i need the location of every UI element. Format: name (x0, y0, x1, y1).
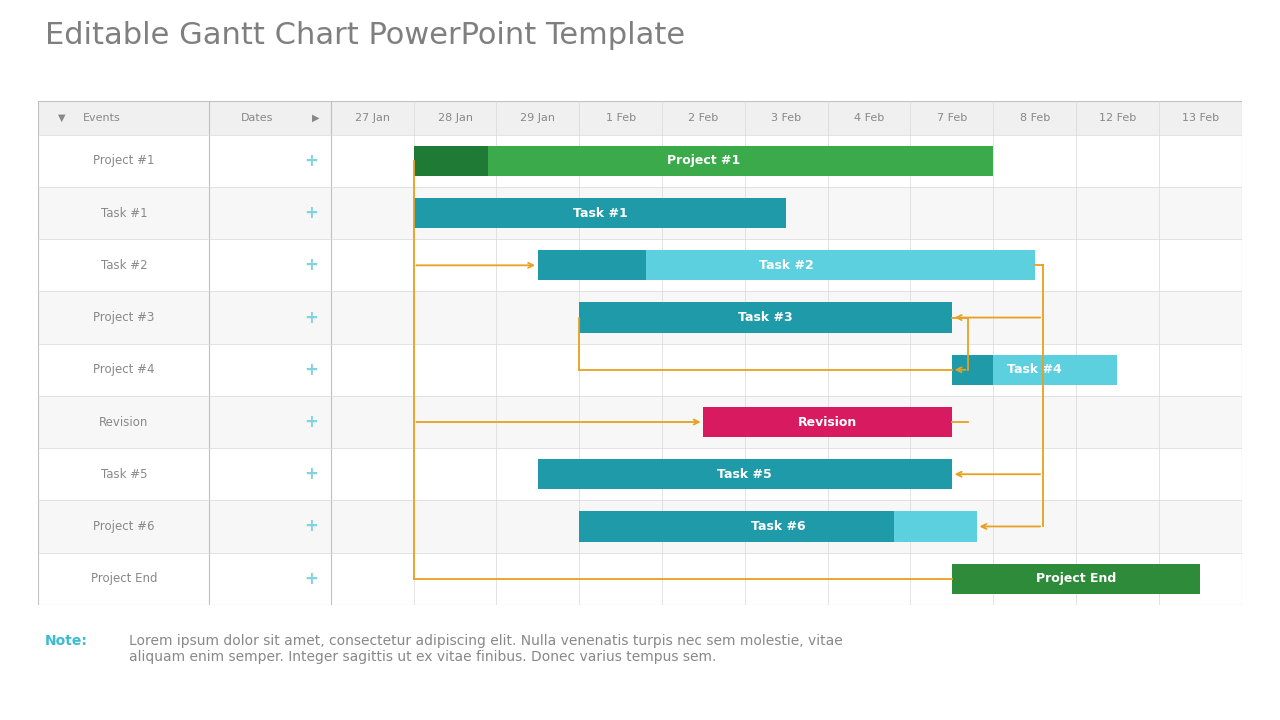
Bar (38, 187, 1242, 239)
Text: Events: Events (82, 113, 120, 123)
Text: 29 Jan: 29 Jan (521, 113, 556, 123)
Bar (38, 343, 1242, 396)
Bar (645, 250, 1034, 281)
Bar (413, 198, 786, 228)
Text: Project #1: Project #1 (667, 154, 740, 167)
Text: Lorem ipsum dolor sit amet, consectetur adipiscing elit. Nulla venenatis turpis : Lorem ipsum dolor sit amet, consectetur … (129, 634, 844, 664)
Text: +: + (305, 518, 317, 536)
Bar (538, 459, 952, 490)
Bar (38, 500, 1242, 552)
Text: Task #5: Task #5 (101, 468, 147, 481)
Text: +: + (305, 570, 317, 588)
Text: Project End: Project End (91, 572, 157, 585)
Text: +: + (305, 152, 317, 170)
Text: 13 Feb: 13 Feb (1181, 113, 1219, 123)
Text: 8 Feb: 8 Feb (1019, 113, 1050, 123)
Text: Revision: Revision (797, 415, 858, 428)
Text: +: + (305, 309, 317, 327)
Text: +: + (305, 413, 317, 431)
Bar (952, 564, 1201, 594)
Text: 7 Feb: 7 Feb (937, 113, 966, 123)
Text: 3 Feb: 3 Feb (771, 113, 801, 123)
Text: Task #5: Task #5 (718, 468, 772, 481)
Text: Editable Gantt Chart PowerPoint Template: Editable Gantt Chart PowerPoint Template (45, 22, 685, 50)
Text: 2 Feb: 2 Feb (689, 113, 718, 123)
Bar (704, 407, 952, 437)
Text: +: + (305, 361, 317, 379)
Text: Task #3: Task #3 (739, 311, 792, 324)
Bar (38, 135, 1242, 187)
Text: Task #2: Task #2 (759, 258, 814, 272)
Text: ▶: ▶ (312, 113, 320, 123)
Text: Task #1: Task #1 (572, 207, 627, 220)
Bar (38, 552, 1242, 605)
Text: ▼: ▼ (59, 113, 65, 123)
Text: Task #6: Task #6 (750, 520, 805, 533)
Text: Project End: Project End (1036, 572, 1116, 585)
Text: Task #2: Task #2 (101, 258, 147, 272)
Text: Project #1: Project #1 (93, 154, 155, 167)
Text: Project #3: Project #3 (93, 311, 155, 324)
Text: Project #4: Project #4 (93, 364, 155, 377)
Bar (580, 511, 893, 541)
Bar (413, 145, 488, 176)
Text: Dates: Dates (241, 113, 273, 123)
Bar (38, 396, 1242, 448)
Text: +: + (305, 465, 317, 483)
Text: 28 Jan: 28 Jan (438, 113, 472, 123)
Text: 4 Feb: 4 Feb (854, 113, 884, 123)
Text: Project #6: Project #6 (93, 520, 155, 533)
Text: 27 Jan: 27 Jan (355, 113, 390, 123)
Text: Task #1: Task #1 (101, 207, 147, 220)
Text: Task #4: Task #4 (1007, 364, 1062, 377)
Bar (38, 101, 1242, 135)
Text: +: + (305, 204, 317, 222)
Bar (38, 448, 1242, 500)
Bar (893, 511, 977, 541)
Bar (38, 292, 1242, 343)
Bar (488, 145, 993, 176)
Bar (38, 239, 1242, 292)
Bar (993, 355, 1117, 385)
Bar (580, 302, 952, 333)
Bar (538, 250, 645, 281)
Text: Note:: Note: (45, 634, 87, 647)
Bar (952, 355, 993, 385)
Text: Revision: Revision (100, 415, 148, 428)
Text: +: + (305, 256, 317, 274)
Text: 12 Feb: 12 Feb (1098, 113, 1137, 123)
Text: 1 Feb: 1 Feb (605, 113, 636, 123)
